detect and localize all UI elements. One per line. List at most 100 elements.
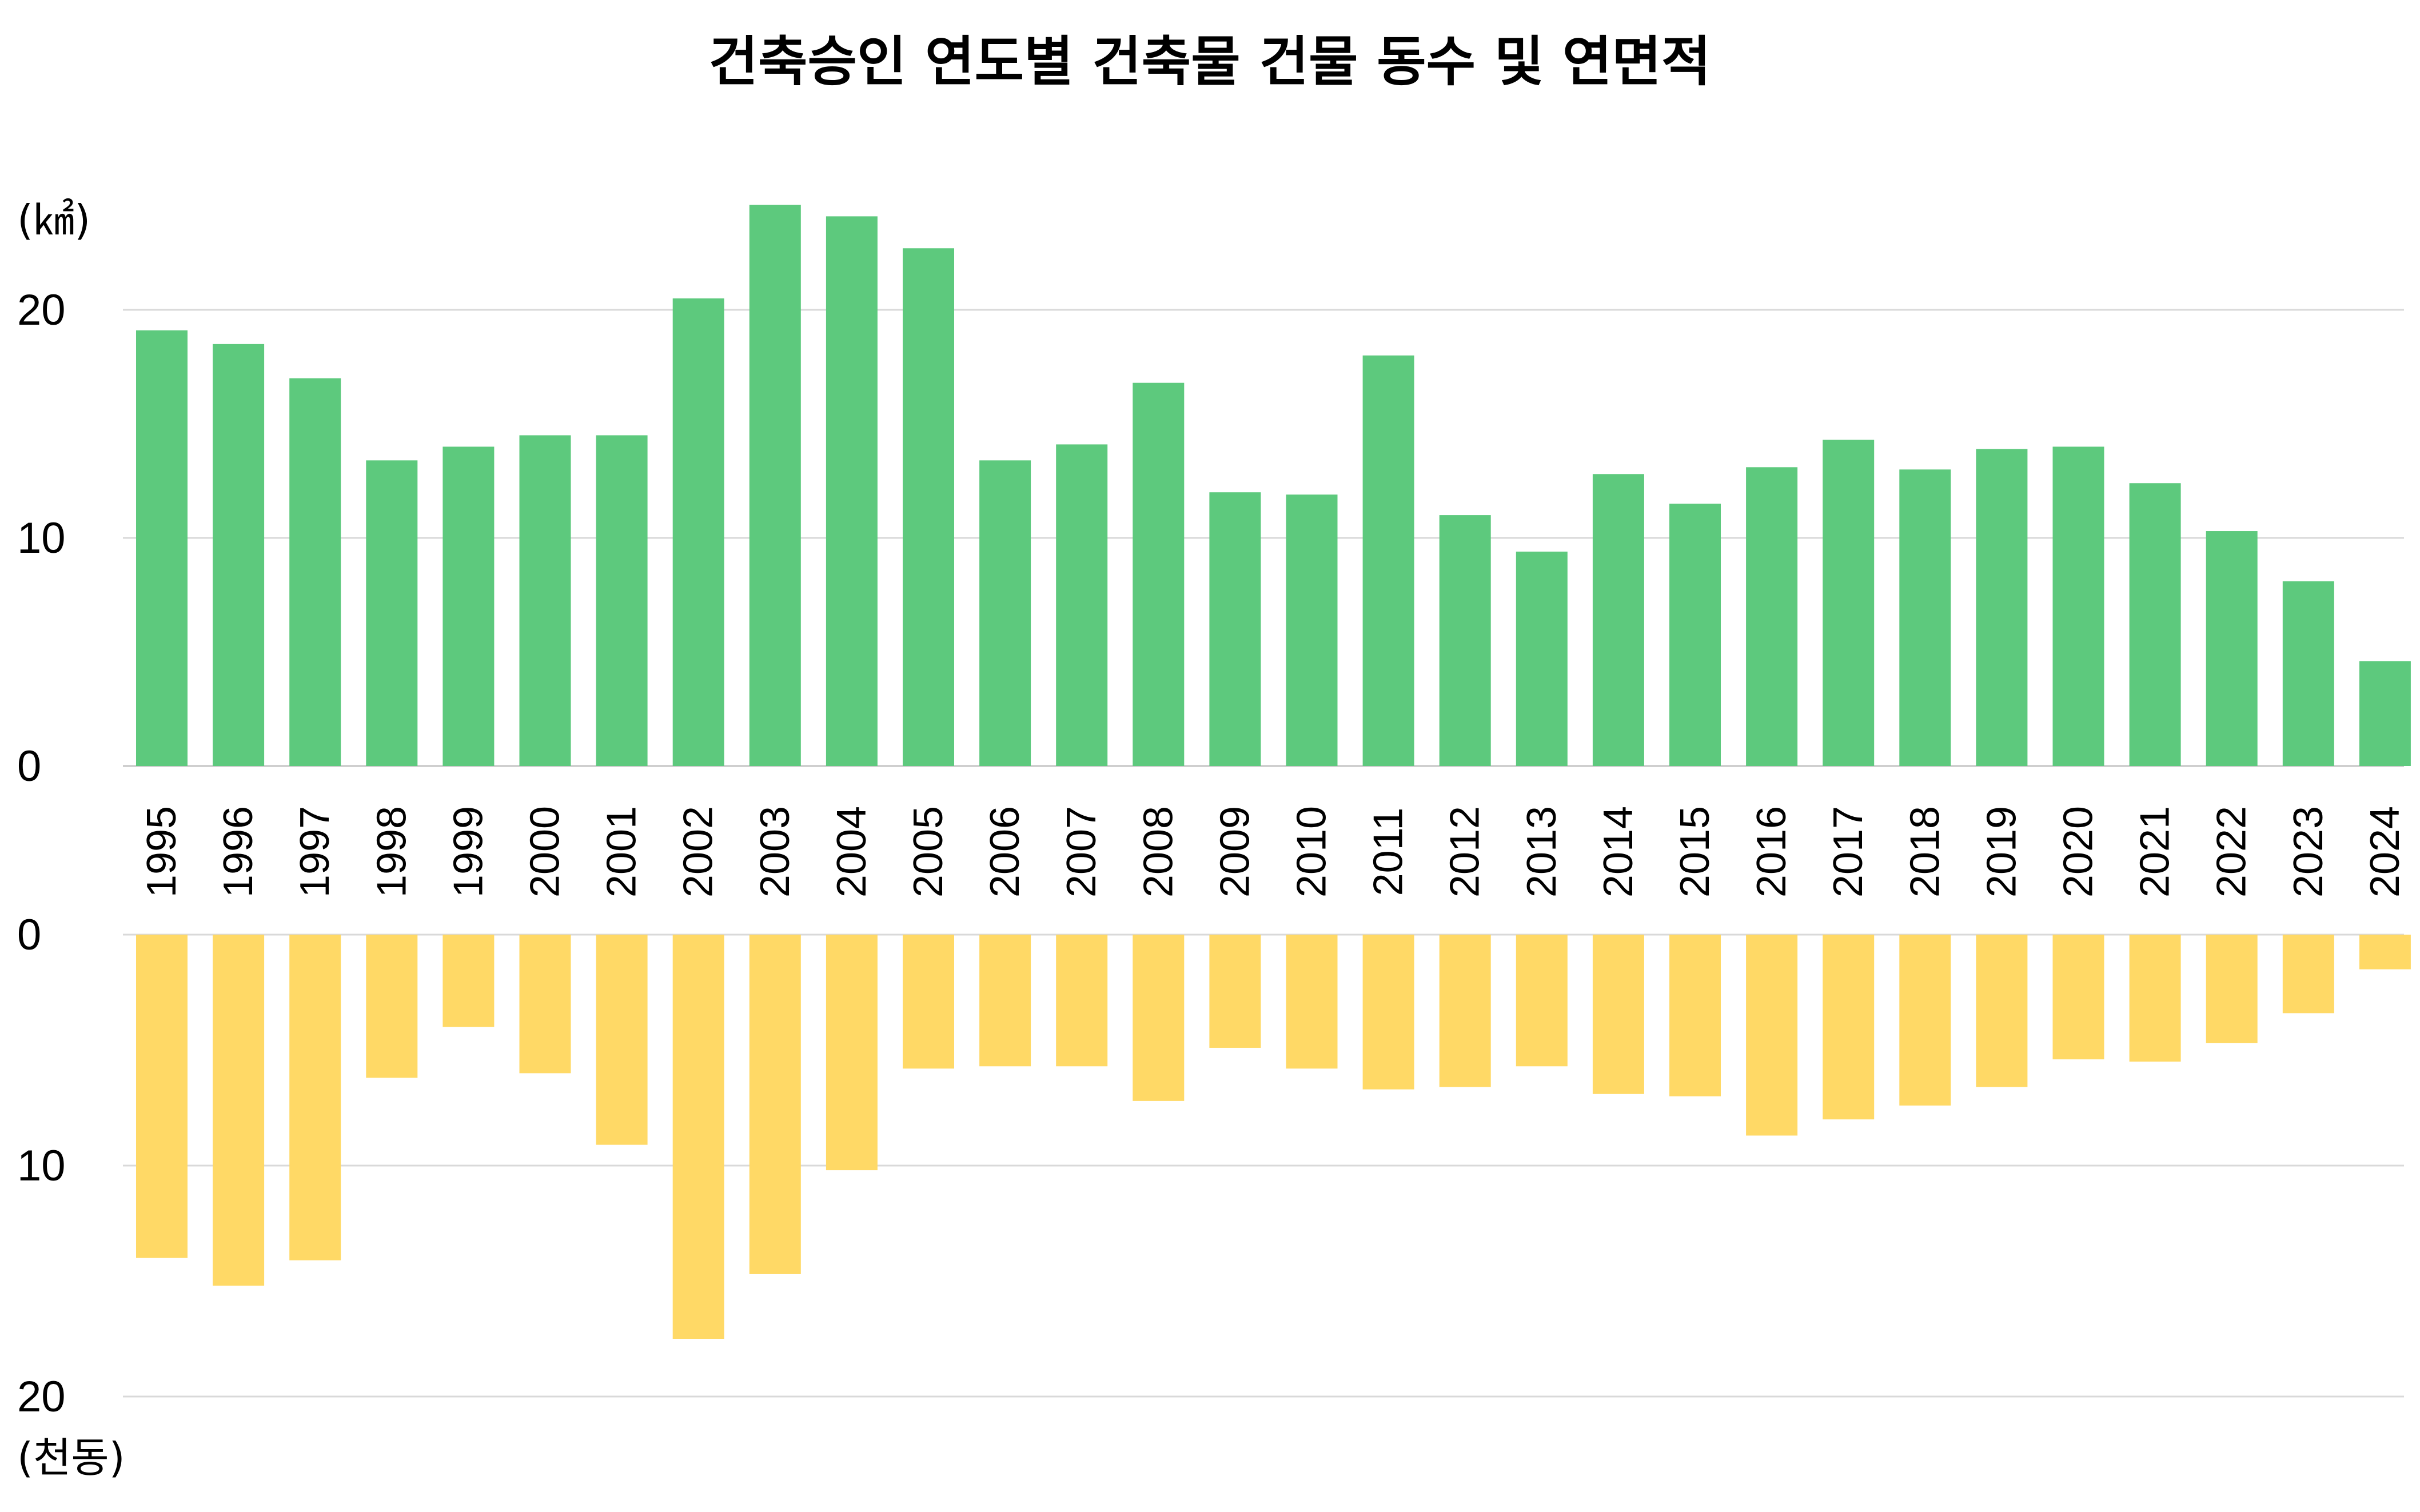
top-bar-2006 [979,460,1031,766]
top-bar-2004 [826,216,878,766]
bottom-bar-2000 [519,935,571,1074]
bottom-bar-2002 [672,935,724,1339]
year-label-2011: 2011 [1366,808,1412,896]
bottom-bar-2017 [1823,935,1875,1120]
bottom-bar-2010 [1286,935,1338,1069]
year-label-2018: 2018 [1902,806,1948,897]
year-label-2023: 2023 [2286,806,2331,897]
bottom-bar-series [136,935,2411,1339]
top-bar-2005 [903,248,954,766]
top-bar-2016 [1746,467,1798,766]
top-bar-2019 [1976,449,2028,766]
top-tick-label: 20 [17,286,66,334]
year-label-2022: 2022 [2209,806,2255,897]
year-label-2002: 2002 [676,806,721,897]
bottom-bar-2004 [826,935,878,1171]
bottom-bar-2008 [1133,935,1185,1101]
top-bar-2002 [672,298,724,766]
bottom-bar-2015 [1669,935,1721,1096]
top-tick-label: 0 [17,742,41,791]
top-bar-2017 [1823,440,1875,766]
bottom-bar-2024 [2359,935,2411,970]
top-bar-2024 [2359,661,2411,766]
top-unit-label: (㎢) [17,196,90,244]
bottom-unit-label: (천동) [17,1434,125,1482]
year-label-1998: 1998 [369,806,414,897]
top-bar-2008 [1133,382,1185,766]
top-bar-2000 [519,435,571,766]
bottom-tick-label: 10 [17,1142,66,1190]
year-label-2024: 2024 [2362,806,2408,897]
year-label-2014: 2014 [1596,806,1641,897]
bottom-bar-2007 [1056,935,1108,1067]
top-bar-2014 [1592,474,1644,766]
top-bar-2003 [749,205,801,767]
top-bar-1997 [289,378,341,766]
top-bar-2009 [1209,492,1261,766]
bottom-bar-1996 [213,935,265,1286]
year-label-2012: 2012 [1442,806,1488,897]
year-label-2019: 2019 [1979,806,2024,897]
top-bar-2023 [2282,581,2334,766]
year-label-2003: 2003 [752,806,798,897]
bottom-tick-label: 20 [17,1373,66,1421]
bottom-bar-2009 [1209,935,1261,1048]
bottom-bar-2005 [903,935,954,1069]
bottom-bar-2022 [2206,935,2258,1043]
top-bar-2001 [596,435,648,766]
year-label-2020: 2020 [2056,806,2102,897]
top-bar-2012 [1439,515,1491,766]
bottom-bar-2021 [2129,935,2181,1062]
top-bar-series [136,205,2411,767]
year-labels: 1995 1996 1997 1998 1999 2000 2001 2002 2003 2004… [139,806,2408,897]
year-label-1999: 1999 [445,806,491,897]
year-label-2006: 2006 [982,806,1028,897]
year-label-2007: 2007 [1059,806,1105,897]
bottom-bar-2006 [979,935,1031,1067]
top-bar-2011 [1362,355,1414,766]
bottom-bar-2019 [1976,935,2028,1087]
top-bar-2020 [2052,446,2104,766]
top-tick-label: 10 [17,514,66,562]
bottom-bar-2016 [1746,935,1798,1136]
year-label-2013: 2013 [1519,806,1565,897]
bottom-bar-2018 [1899,935,1951,1106]
top-bar-1995 [136,330,188,766]
year-label-2000: 2000 [523,806,568,897]
year-label-1997: 1997 [292,806,338,897]
top-bar-1999 [442,446,495,766]
top-bar-2007 [1056,444,1108,766]
year-label-2015: 2015 [1672,806,1718,897]
top-bar-2022 [2206,531,2258,766]
bottom-bar-2003 [749,935,801,1274]
top-bar-2010 [1286,494,1338,766]
year-label-2004: 2004 [829,806,875,897]
year-label-1996: 1996 [216,806,261,897]
bottom-bar-1997 [289,935,341,1260]
top-bar-2021 [2129,483,2181,766]
year-label-2008: 2008 [1135,806,1181,897]
chart-title: 건축승인 연도별 건축물 건물 동수 및 연면적 [709,31,1711,93]
top-bar-2015 [1669,504,1721,766]
year-label-2001: 2001 [599,806,645,897]
year-label-2009: 2009 [1212,806,1258,897]
year-label-2010: 2010 [1289,806,1335,897]
bottom-bar-1995 [136,935,188,1258]
bottom-bar-2014 [1592,935,1644,1094]
year-label-2021: 2021 [2132,806,2178,897]
bottom-bar-2013 [1516,935,1568,1067]
bottom-bar-2011 [1362,935,1414,1090]
bottom-bar-1999 [442,935,495,1027]
bottom-bar-2001 [596,935,648,1145]
year-label-2016: 2016 [1749,806,1795,897]
top-bar-2013 [1516,551,1568,766]
year-label-2017: 2017 [1825,806,1871,897]
bottom-bar-1998 [366,935,418,1078]
bottom-tick-label: 0 [17,911,41,959]
tick-labels: 0 10 20 0 10 20 [17,286,66,1421]
top-bar-1996 [213,344,265,766]
bottom-bar-2020 [2052,935,2104,1060]
top-bar-1998 [366,460,418,766]
bottom-bar-2012 [1439,935,1491,1087]
